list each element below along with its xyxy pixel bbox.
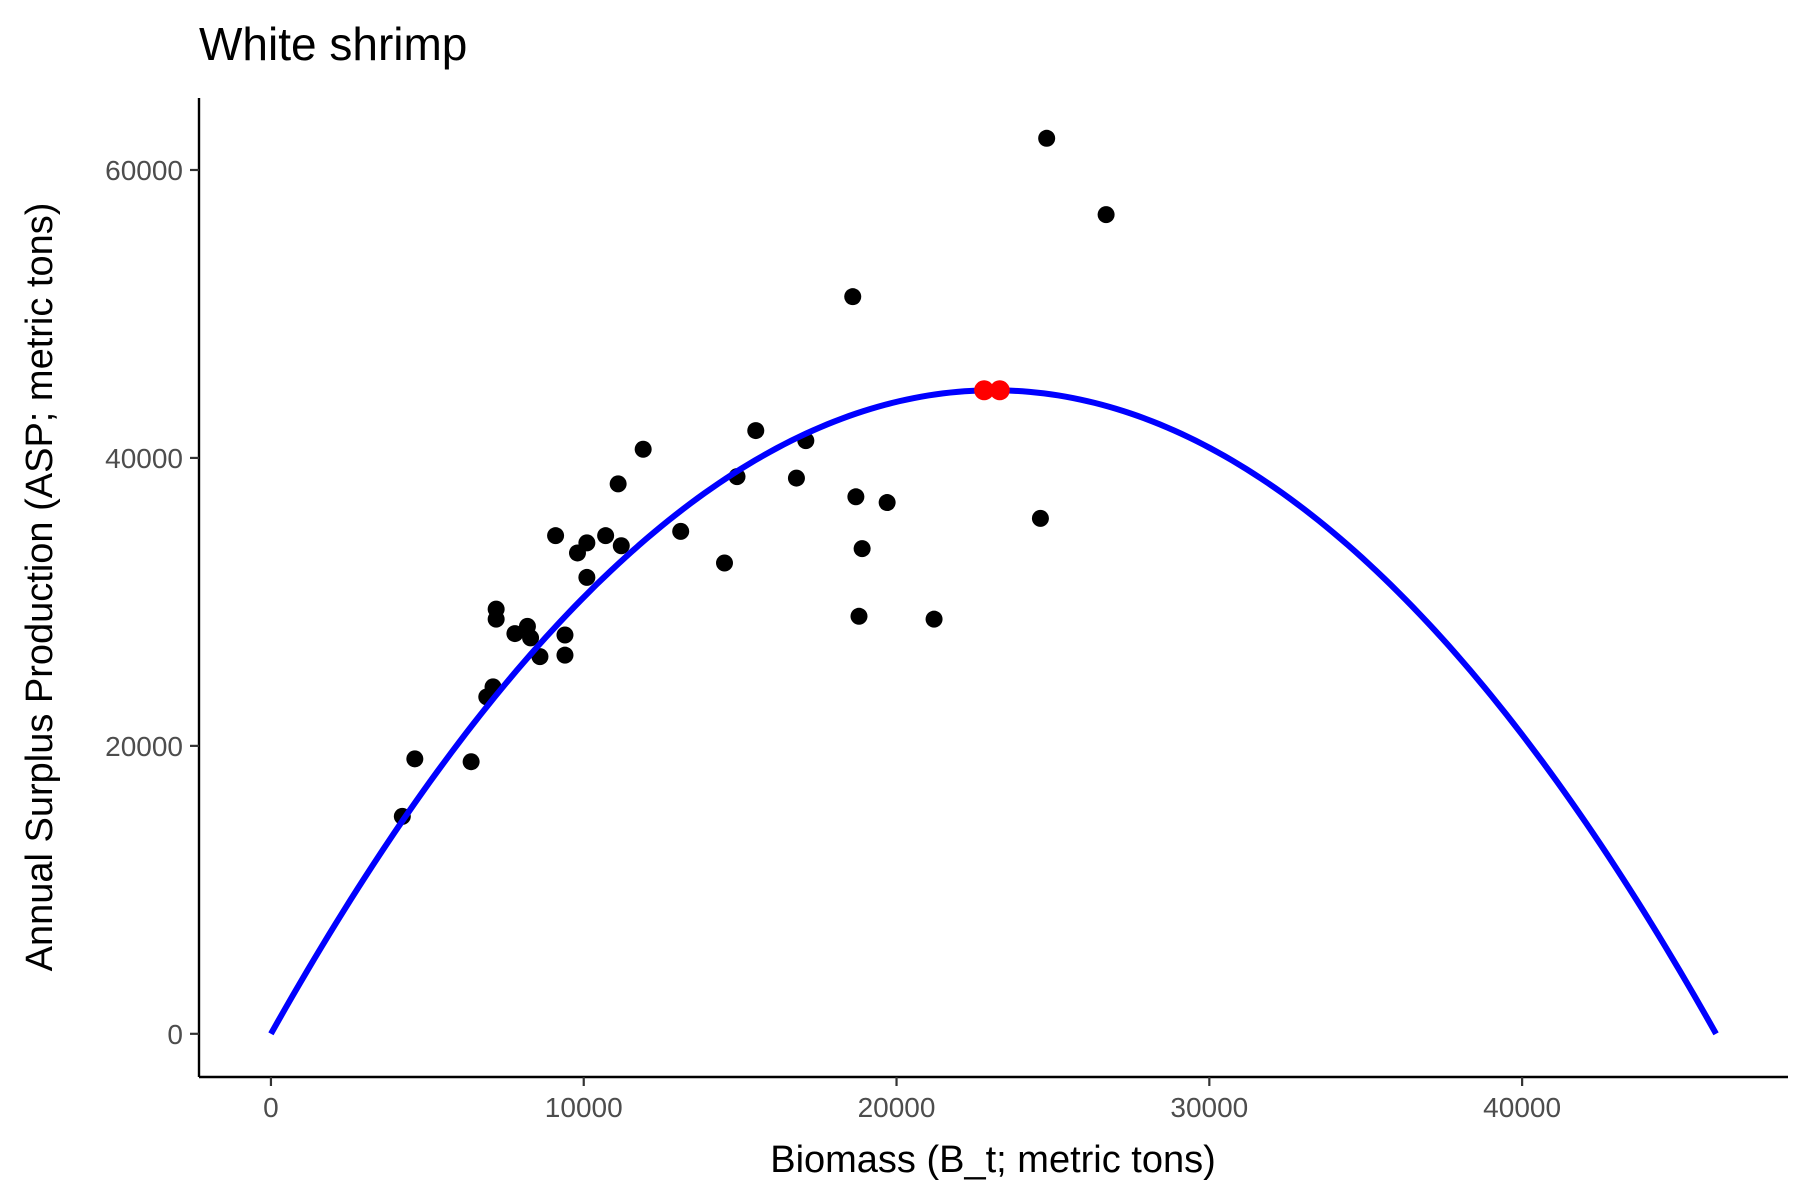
data-point [522,629,540,647]
data-point [850,607,868,625]
data-point [878,494,896,512]
data-point [715,554,733,572]
x-tick-label: 20000 [858,1092,936,1123]
data-point [556,646,574,664]
data-point [1031,509,1049,527]
data-point [844,288,862,306]
msy-point [974,380,995,401]
x-tick-label: 0 [263,1092,279,1123]
data-point [578,568,596,586]
data-point [597,527,615,545]
data-point [787,469,805,487]
data-point [853,540,871,558]
y-tick-label: 0 [167,1019,183,1050]
data-point [556,626,574,644]
x-tick-label: 40000 [1483,1092,1561,1123]
x-tick-label: 30000 [1170,1092,1248,1123]
chart-title: White shrimp [199,18,467,70]
y-axis-ticks: 0 20000 40000 60000 [105,155,199,1050]
y-tick-label: 60000 [105,155,183,186]
data-point [1097,206,1115,224]
data-point [612,537,630,555]
x-axis-title: Biomass (B_t; metric tons) [770,1139,1216,1181]
data-point [1038,129,1056,147]
data-point [925,610,943,628]
fitted-curve [268,387,1719,1036]
data-point [672,522,690,540]
y-tick-label: 20000 [105,731,183,762]
data-point [578,534,596,552]
data-point [634,440,652,458]
y-tick-label: 40000 [105,443,183,474]
x-axis-ticks: 0 10000 20000 30000 40000 [263,1077,1561,1123]
data-point [462,753,480,771]
data-point [487,610,505,628]
plot-area [268,129,1719,1036]
data-point [747,422,765,440]
data-point [847,488,865,506]
data-point [609,475,627,493]
x-tick-label: 10000 [545,1092,623,1123]
data-point [406,750,424,768]
msy-point [989,380,1010,401]
y-axis-title: Annual Surplus Production (ASP; metric t… [19,203,61,972]
data-point [547,527,565,545]
data-point [506,625,524,643]
